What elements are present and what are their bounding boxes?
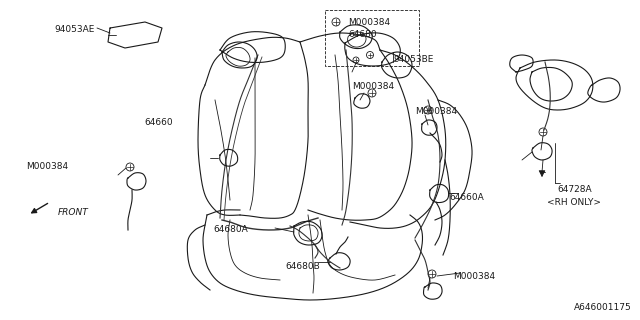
Text: 94053BE: 94053BE xyxy=(393,55,433,64)
Text: M000384: M000384 xyxy=(348,18,390,27)
Text: 64728A: 64728A xyxy=(557,185,591,194)
Text: M000384: M000384 xyxy=(415,107,457,116)
Text: 94053AE: 94053AE xyxy=(54,25,95,34)
Text: <RH ONLY>: <RH ONLY> xyxy=(547,198,601,207)
Text: 64660A: 64660A xyxy=(449,193,484,202)
Text: A646001175: A646001175 xyxy=(574,303,632,312)
Text: M000384: M000384 xyxy=(26,162,68,171)
Text: 64660: 64660 xyxy=(145,118,173,127)
Text: 64680A: 64680A xyxy=(213,225,248,234)
Text: FRONT: FRONT xyxy=(58,208,89,217)
Text: M000384: M000384 xyxy=(453,272,495,281)
Text: 64680: 64680 xyxy=(348,30,376,39)
Text: M000384: M000384 xyxy=(352,82,394,91)
Text: 64680B: 64680B xyxy=(285,262,320,271)
